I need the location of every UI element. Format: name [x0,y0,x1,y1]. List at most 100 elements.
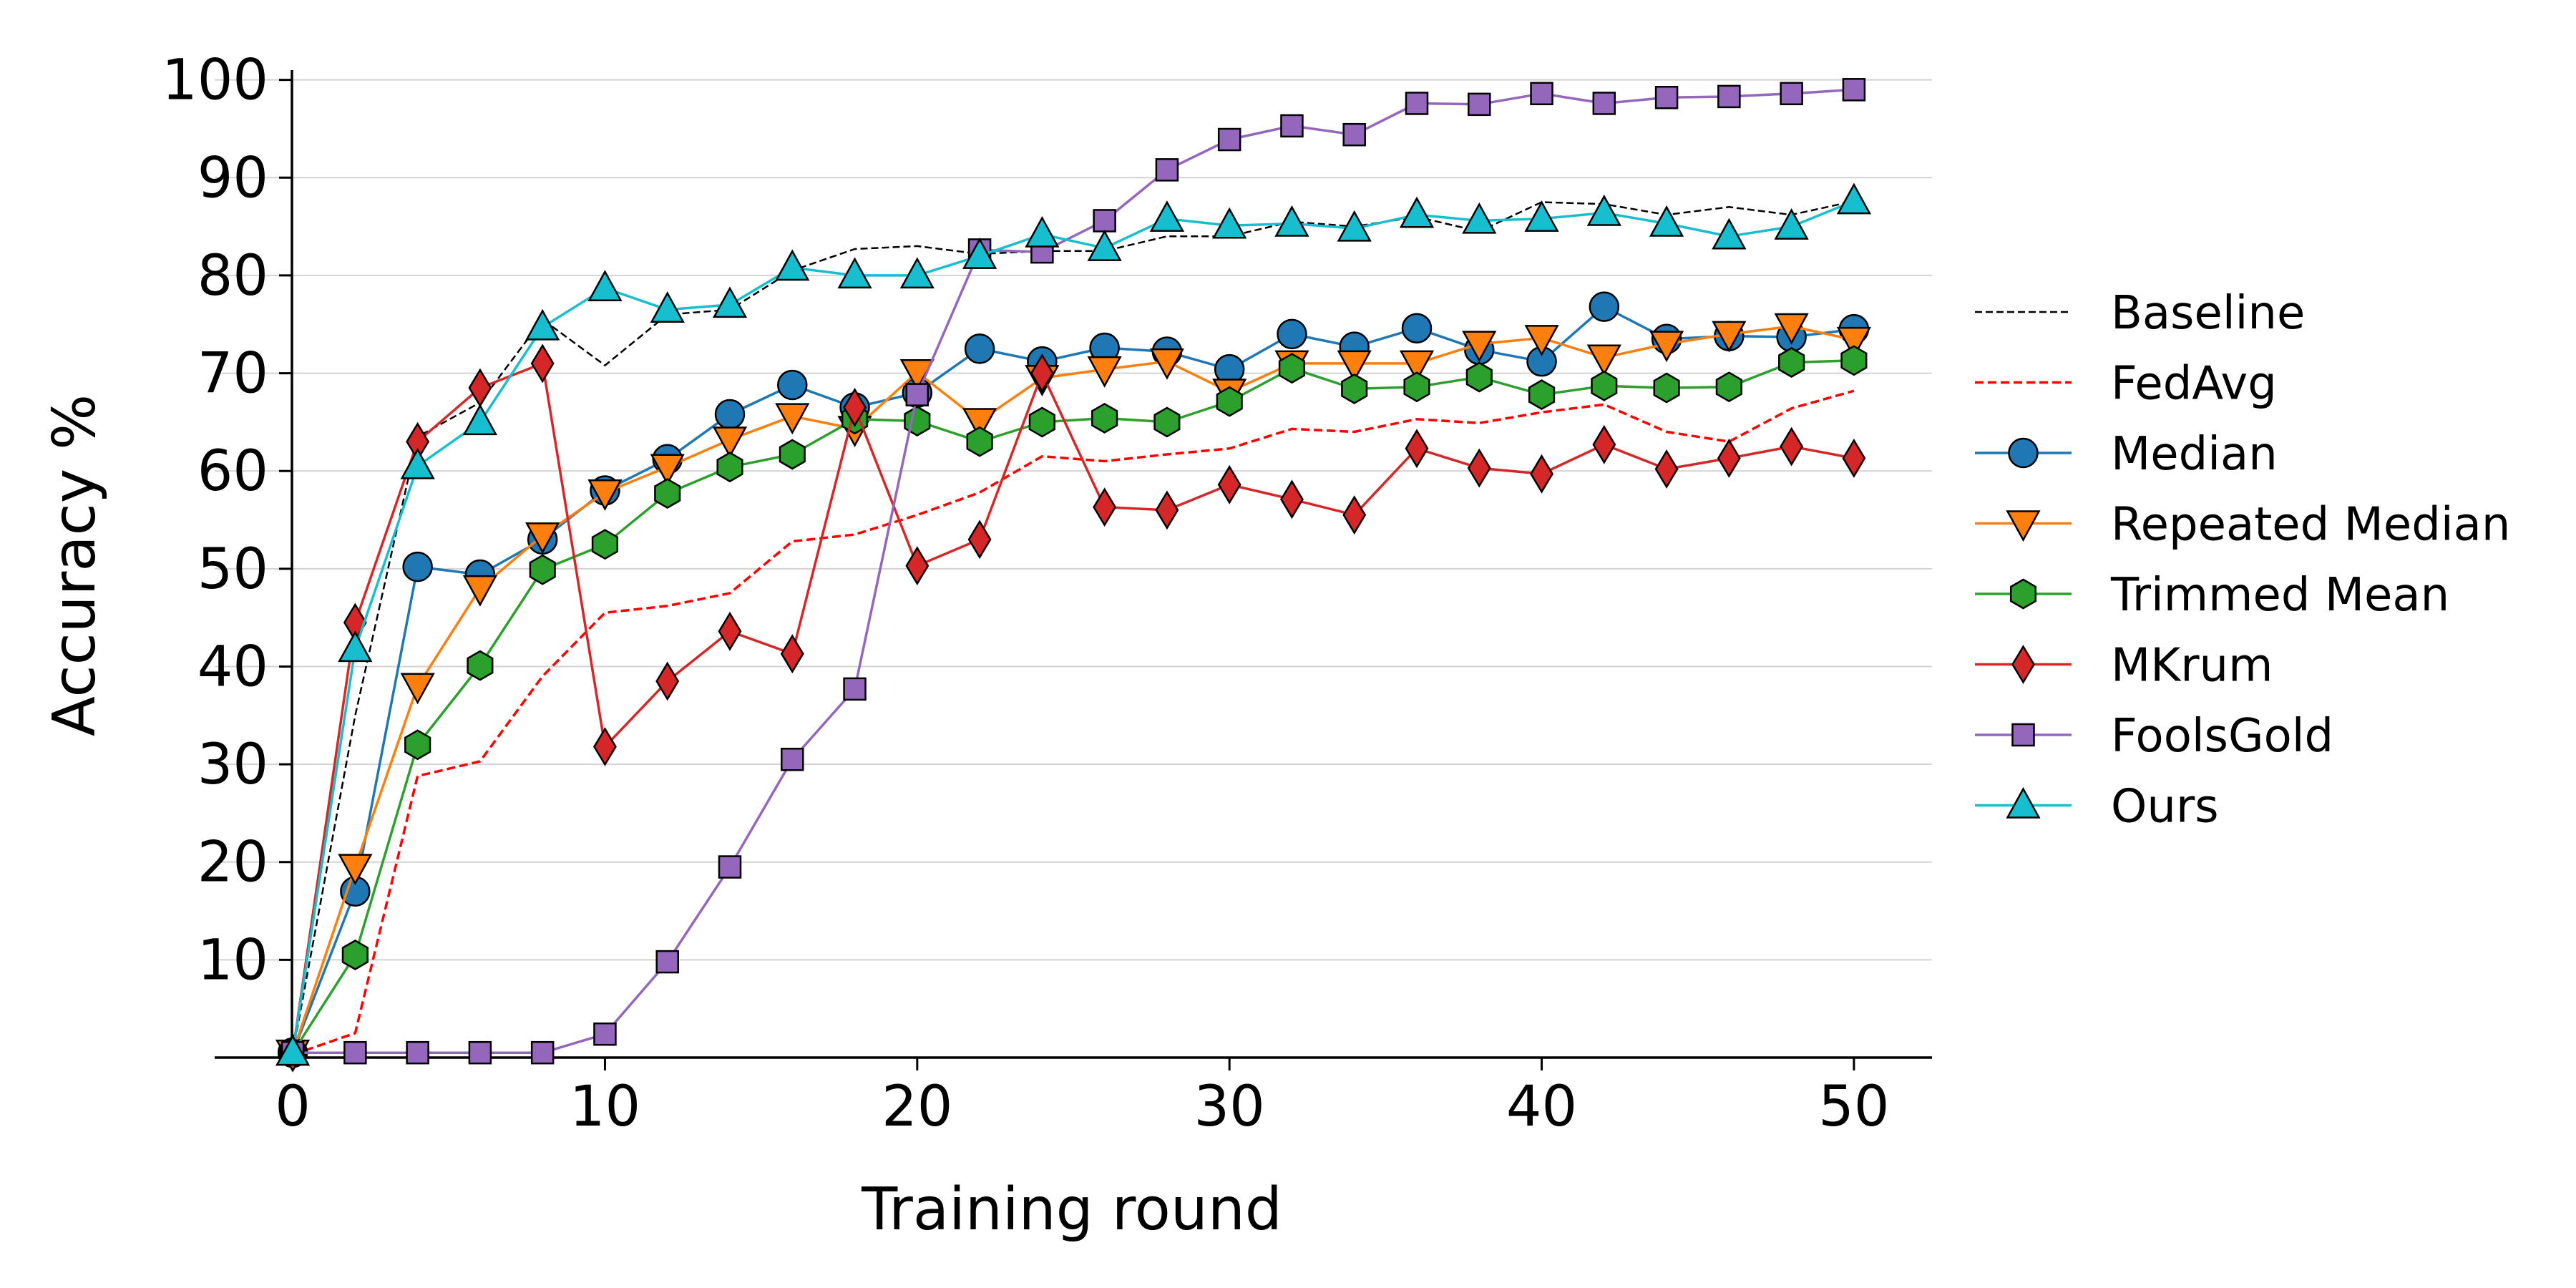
legend-marker [2006,510,2041,542]
data-point-median [1401,313,1433,343]
data-point-trimmed-mean [1028,406,1055,438]
data-point-mkrum [1279,479,1304,519]
data-point-mkrum [1842,439,1866,478]
data-point-trimmed-mean [591,529,619,560]
data-point-mkrum [1654,449,1679,489]
data-point-foolsgold [1592,92,1616,115]
data-point-foolsgold [1405,92,1429,115]
data-point-foolsgold [468,1040,492,1065]
legend-item-fedavg: FedAvg [1975,358,2277,411]
data-point-trimmed-mean [1278,353,1306,384]
data-point-trimmed-mean [1403,371,1430,403]
data-point-ours [1649,205,1684,237]
series-line-foolsgold [293,88,1855,1054]
data-point-repeated-median [1462,331,1497,363]
data-point-median [402,551,433,582]
y-tick-label: 60 [197,439,268,504]
data-point-ours [1212,207,1247,239]
series-repeated-median [275,313,1872,1071]
legend-label: MKrum [2111,640,2273,693]
data-point-median [777,369,808,401]
x-tick-label: 10 [570,1075,640,1139]
data-point-ours [1087,230,1122,261]
legend-item-ours: Ours [1975,781,2219,834]
data-point-trimmed-mean [1153,406,1181,438]
data-point-repeated-median [962,408,997,440]
data-point-ours [962,238,997,269]
data-point-foolsgold [843,677,867,701]
data-point-ours [650,291,685,323]
data-point-repeated-median [1774,313,1809,345]
data-point-ours [1524,200,1559,232]
data-point-ours [275,1034,311,1066]
data-point-ours [712,286,748,318]
gridlines [215,79,1932,961]
data-point-trimmed-mean [716,452,743,483]
series-group [275,78,1872,1073]
data-point-trimmed-mean [1528,379,1556,411]
data-point-mkrum [592,727,617,766]
legend-marker [2008,437,2039,469]
data-point-foolsgold [1842,78,1866,102]
y-tick-label: 70 [197,342,268,406]
data-point-repeated-median [525,522,560,554]
legend-marker [2011,645,2035,684]
data-point-foolsgold [406,1040,429,1065]
legend-label: Median [2111,428,2278,481]
legend-label: FoolsGold [2111,710,2333,763]
legend-item-repeated-median: Repeated Median [1975,499,2510,552]
data-point-trimmed-mean [1341,373,1368,404]
data-point-repeated-median [650,454,685,486]
legend-item-foolsgold: FoolsGold [1975,710,2333,763]
legend-marker [2006,786,2041,819]
data-point-foolsgold [1155,158,1179,182]
data-point-mkrum [468,368,492,408]
legend-label: Baseline [2111,287,2305,340]
series-ours [275,182,1872,1066]
legend: Baseline FedAvg Median Repeated Median Trimm… [1975,287,2510,834]
legend-label: Ours [2111,781,2219,834]
data-point-trimmed-mean [404,729,431,761]
data-point-trimmed-mean [1653,372,1680,404]
data-point-foolsgold [1280,114,1304,138]
data-point-ours [587,270,623,301]
data-point-mkrum [1405,429,1429,469]
data-point-mkrum [780,634,804,674]
data-point-ours [338,630,373,663]
series-trimmed-mean [279,345,1868,1068]
data-point-foolsgold [1654,86,1679,109]
data-point-foolsgold [781,748,804,771]
y-tick-label: 80 [197,244,268,308]
data-point-mkrum [1155,490,1179,530]
series-line-baseline [291,200,1855,1053]
data-point-mkrum [1467,448,1491,488]
legend-item-baseline: Baseline [1975,287,2305,340]
data-point-trimmed-mean [1591,370,1618,401]
data-point-mkrum [1717,439,1741,478]
data-point-ours [1337,210,1372,242]
x-tick-label: 0 [275,1075,311,1139]
data-point-median [964,333,995,364]
data-point-repeated-median [400,673,435,705]
series-fedavg [292,389,1855,1056]
data-point-mkrum [1093,487,1117,527]
data-point-foolsgold [593,1022,617,1046]
x-tick-label: 40 [1506,1075,1577,1139]
data-point-mkrum [1530,454,1554,494]
data-point-ours [1774,208,1809,240]
data-point-repeated-median [1087,356,1122,388]
data-point-foolsgold [905,383,930,406]
data-point-ours [1462,202,1497,234]
data-point-mkrum [1217,464,1241,504]
data-point-repeated-median [1649,331,1684,363]
data-point-ours [775,249,810,281]
data-point-repeated-median [775,403,810,435]
data-point-ours [1586,194,1621,226]
data-point-mkrum [905,546,930,586]
data-point-foolsgold [1780,82,1803,106]
data-point-mkrum [1030,353,1054,393]
data-point-mkrum [967,519,992,560]
data-point-ours [1149,200,1185,232]
legend-marker [2011,723,2035,747]
